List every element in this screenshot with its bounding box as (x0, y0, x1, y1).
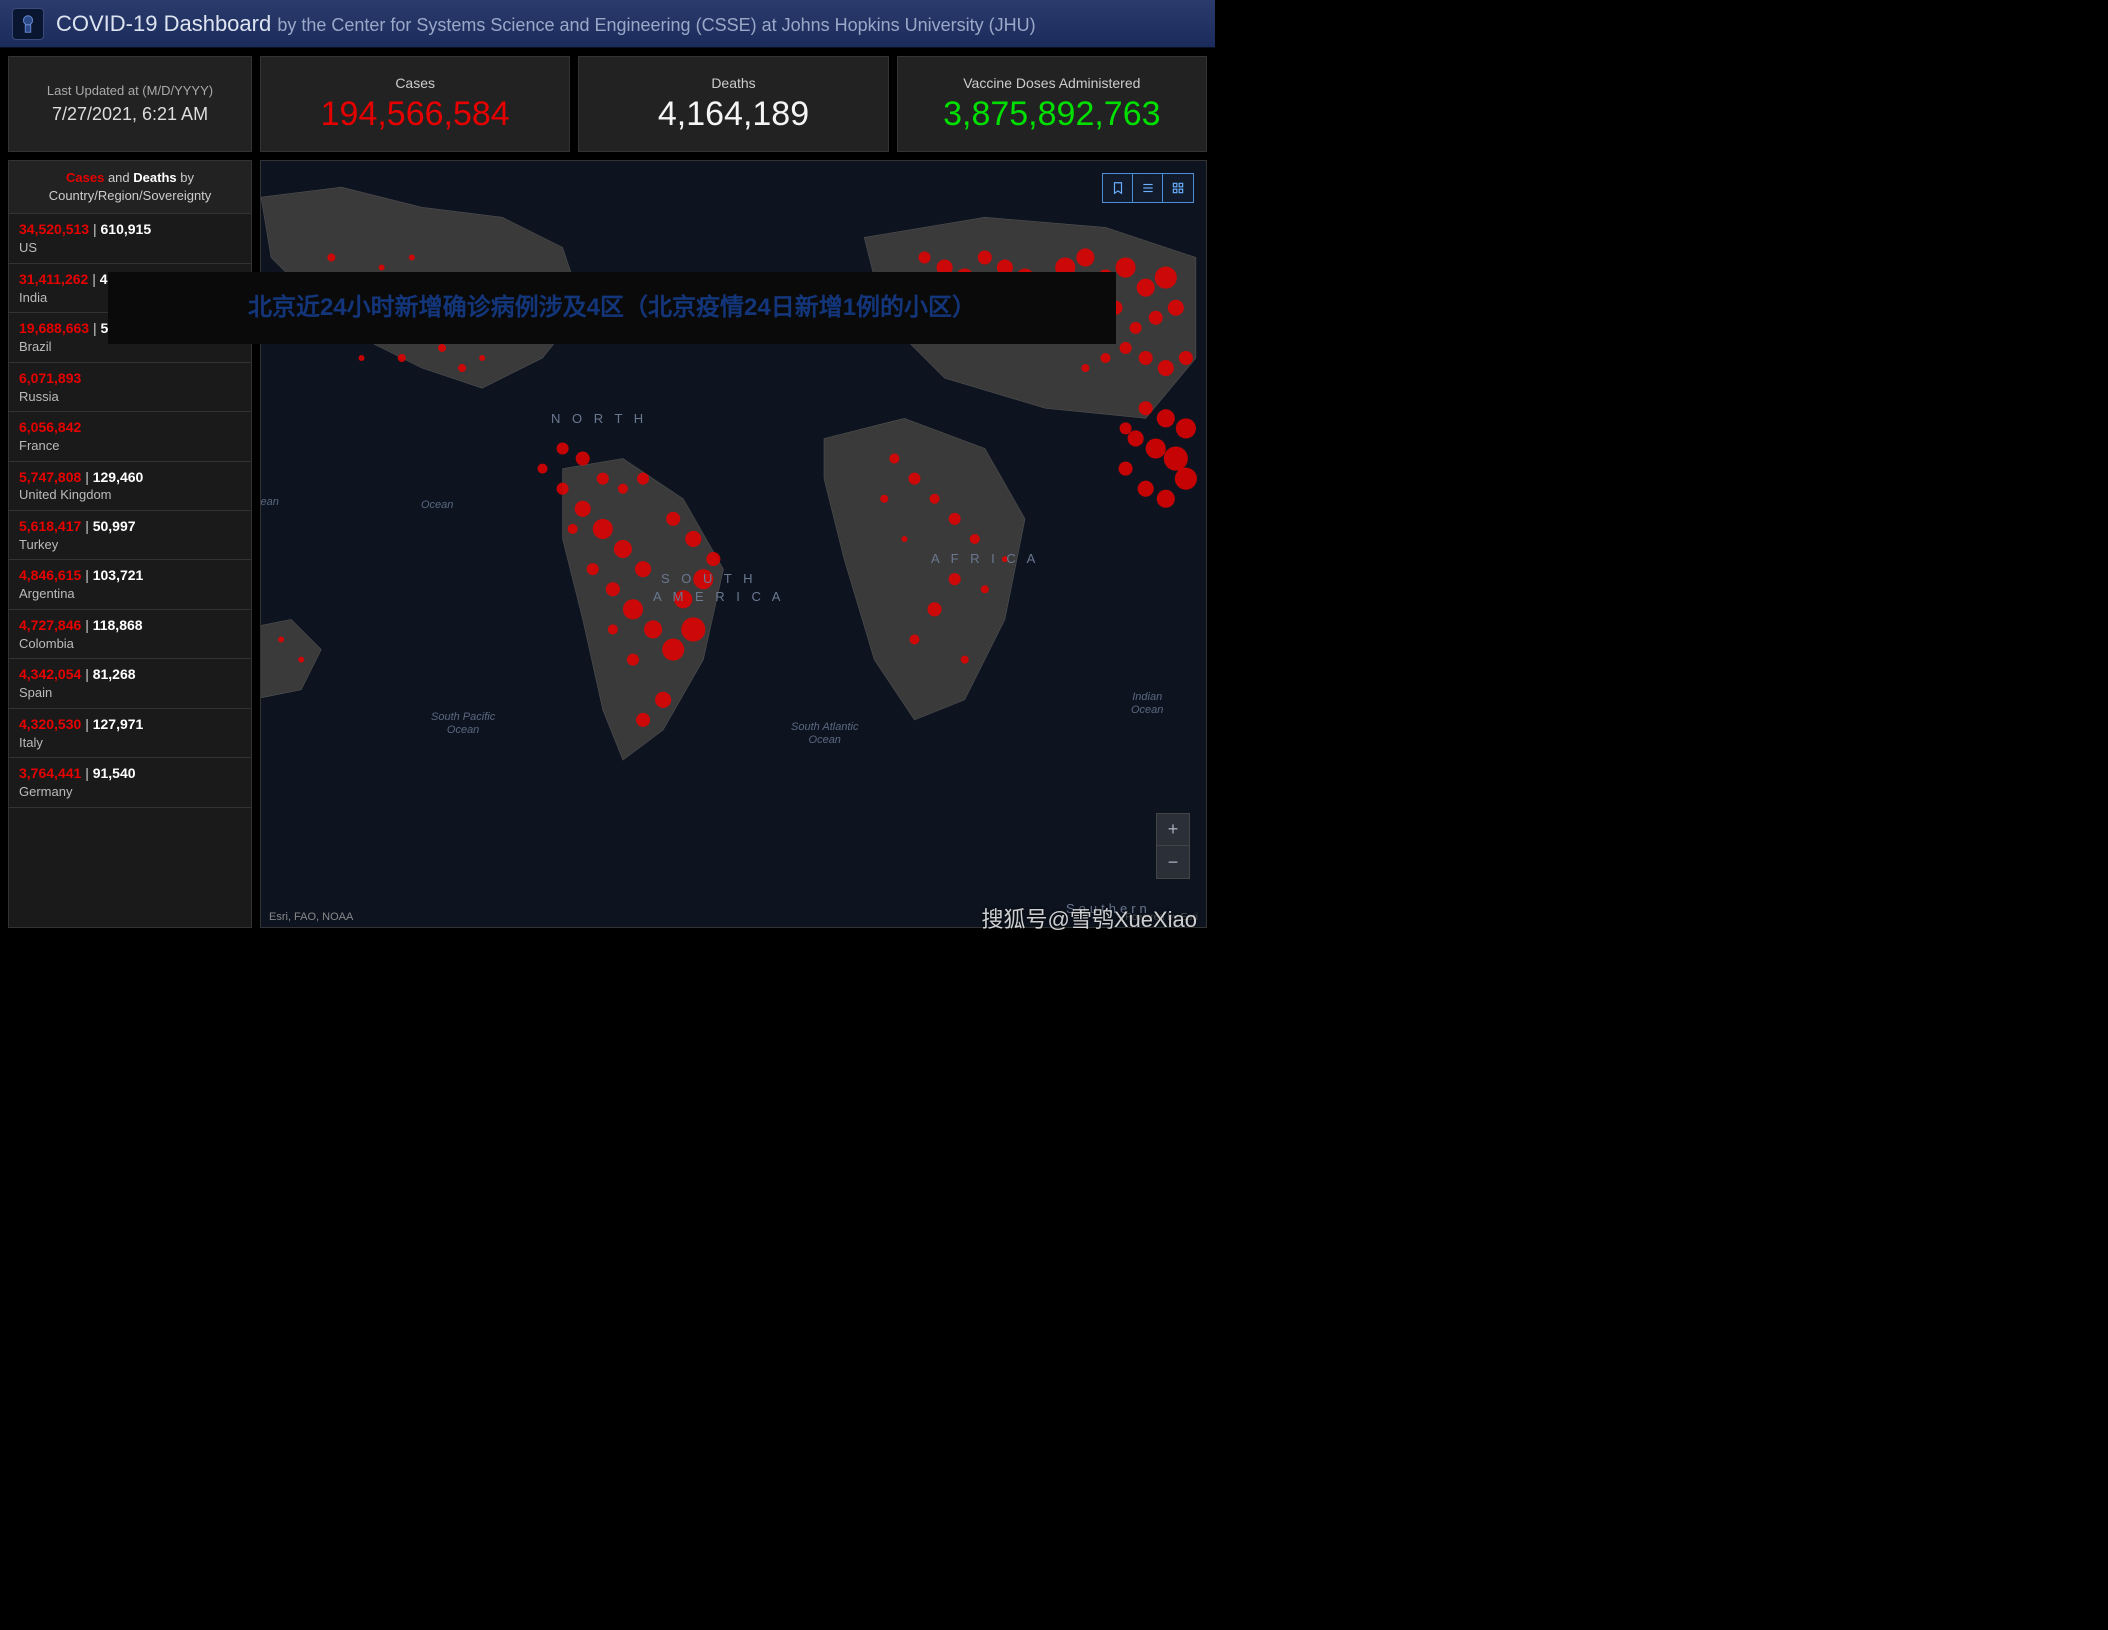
country-row[interactable]: 34,520,513 | 610,915US (9, 214, 251, 263)
country-row[interactable]: 4,727,846 | 118,868Colombia (9, 610, 251, 659)
country-row[interactable]: 4,846,615 | 103,721Argentina (9, 560, 251, 609)
country-row[interactable]: 4,320,530 | 127,971Italy (9, 709, 251, 758)
zoom-controls: + − (1156, 813, 1190, 879)
continent-label: S O U T H (661, 571, 756, 586)
vaccines-card: Vaccine Doses Administered 3,875,892,763 (897, 56, 1207, 152)
continent-label: A M E R I C A (653, 589, 784, 604)
country-row[interactable]: 5,747,808 | 129,460United Kingdom (9, 462, 251, 511)
header-title: COVID-19 Dashboard by the Center for Sys… (56, 11, 1036, 37)
country-row[interactable]: 6,071,893Russia (9, 363, 251, 412)
sidebar-heading: Cases and Deaths by Country/Region/Sover… (9, 161, 251, 214)
updated-value: 7/27/2021, 6:21 AM (17, 104, 243, 125)
title-main: COVID-19 Dashboard (56, 11, 271, 36)
title-sub: by the Center for Systems Science and En… (277, 15, 1035, 35)
continent-label: A F R I C A (931, 551, 1039, 566)
ocean-label: South AtlanticOcean (791, 721, 858, 747)
cases-label: Cases (269, 75, 561, 91)
header-bar: COVID-19 Dashboard by the Center for Sys… (0, 0, 1215, 48)
deaths-card: Deaths 4,164,189 (578, 56, 888, 152)
continent-label: N O R T H (551, 411, 647, 426)
vaccines-value: 3,875,892,763 (906, 95, 1198, 134)
ocean-label: cean (260, 496, 279, 509)
watermark: 搜狐号@雪鸮XueXiao (981, 902, 1197, 934)
bookmark-icon[interactable] (1103, 174, 1133, 202)
cases-card: Cases 194,566,584 (260, 56, 570, 152)
vaccines-label: Vaccine Doses Administered (906, 75, 1198, 91)
updated-label: Last Updated at (M/D/YYYY) (17, 83, 243, 98)
list-icon[interactable] (1133, 174, 1163, 202)
map-attribution: Esri, FAO, NOAA (269, 911, 353, 923)
deaths-label: Deaths (587, 75, 879, 91)
country-row[interactable]: 4,342,054 | 81,268Spain (9, 659, 251, 708)
country-row[interactable]: 5,618,417 | 50,997Turkey (9, 511, 251, 560)
ocean-label: Ocean (421, 499, 453, 512)
ocean-label: South PacificOcean (431, 711, 495, 737)
deaths-value: 4,164,189 (587, 95, 879, 134)
grid-icon[interactable] (1163, 174, 1193, 202)
zoom-in-button[interactable]: + (1157, 814, 1189, 846)
cases-value: 194,566,584 (269, 95, 561, 134)
map-toolbar (1102, 173, 1194, 203)
overlay-banner: 北京近24小时新增确诊病例涉及4区（北京疫情24日新增1例的小区） (108, 272, 1116, 344)
country-row[interactable]: 6,056,842France (9, 412, 251, 461)
last-updated-card: Last Updated at (M/D/YYYY) 7/27/2021, 6:… (8, 56, 252, 152)
jhu-logo (12, 8, 44, 40)
zoom-out-button[interactable]: − (1157, 846, 1189, 878)
ocean-label: IndianOcean (1131, 691, 1163, 717)
country-row[interactable]: 3,764,441 | 91,540Germany (9, 758, 251, 807)
